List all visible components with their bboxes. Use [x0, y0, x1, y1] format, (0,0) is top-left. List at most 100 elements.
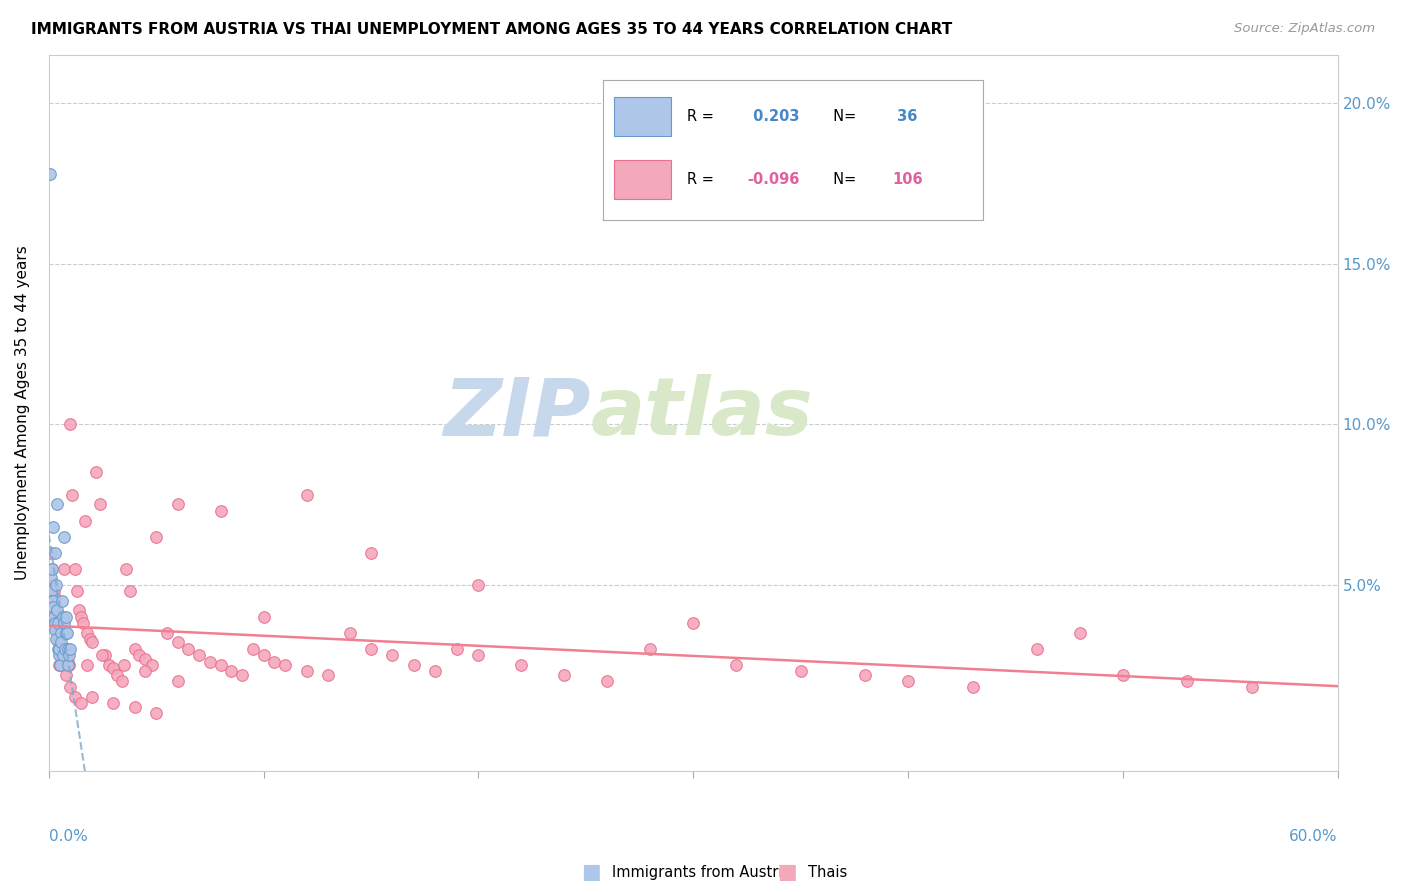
Point: [39, 584, 62, 599]
Point: [51, 635, 73, 649]
Point: [53, 641, 76, 656]
Point: [263, 655, 285, 669]
Point: [52, 610, 75, 624]
Point: [45, 632, 67, 647]
Point: [66, 584, 89, 599]
Point: [596, 673, 619, 688]
Point: [48, 641, 70, 656]
Point: [48, 616, 70, 631]
Text: IMMIGRANTS FROM AUSTRIA VS THAI UNEMPLOYMENT AMONG AGES 35 TO 44 YEARS CORRELATI: IMMIGRANTS FROM AUSTRIA VS THAI UNEMPLOY…: [31, 22, 952, 37]
Point: [52, 648, 75, 663]
Point: [51, 594, 73, 608]
Point: [252, 648, 274, 663]
Point: [274, 657, 297, 672]
Point: [209, 657, 232, 672]
Point: [56, 655, 79, 669]
Point: [45, 578, 67, 592]
Point: [166, 635, 188, 649]
Point: [640, 641, 662, 656]
Point: [1026, 641, 1049, 656]
Point: [51, 651, 73, 665]
Point: [252, 610, 274, 624]
Point: [156, 625, 179, 640]
Point: [402, 657, 425, 672]
Point: [141, 657, 163, 672]
Point: [41, 520, 63, 534]
Point: [53, 616, 76, 631]
Point: [76, 625, 98, 640]
Point: [48, 657, 70, 672]
Point: [209, 504, 232, 518]
Point: [41, 594, 63, 608]
Point: [725, 657, 748, 672]
Point: [59, 641, 82, 656]
Point: [56, 648, 79, 663]
Point: [79, 632, 101, 647]
Point: [853, 667, 876, 681]
Point: [45, 498, 67, 512]
Point: [120, 584, 142, 599]
Point: [52, 530, 75, 544]
Point: [41, 562, 63, 576]
Point: [52, 655, 75, 669]
Point: [51, 648, 73, 663]
Point: [72, 616, 94, 631]
Point: [58, 648, 80, 663]
Point: [52, 657, 75, 672]
Point: [48, 641, 70, 656]
Point: [103, 697, 125, 711]
Point: [897, 673, 920, 688]
Point: [1177, 673, 1199, 688]
Point: [59, 417, 82, 432]
Point: [49, 625, 72, 640]
Point: [221, 665, 243, 679]
Point: [198, 655, 221, 669]
Point: [789, 665, 811, 679]
Point: [360, 546, 382, 560]
Point: [134, 651, 156, 665]
Point: [56, 641, 79, 656]
Point: [46, 603, 69, 617]
Point: [42, 584, 65, 599]
Text: Thais: Thais: [808, 865, 848, 880]
Point: [93, 648, 115, 663]
Point: [316, 667, 339, 681]
Point: [46, 625, 69, 640]
Point: [52, 562, 75, 576]
Point: [42, 594, 65, 608]
Point: [124, 699, 146, 714]
Point: [467, 648, 489, 663]
Point: [242, 641, 264, 656]
Point: [70, 697, 93, 711]
Point: [145, 706, 167, 720]
Point: [128, 648, 150, 663]
Text: ■: ■: [581, 863, 600, 882]
Point: [446, 641, 468, 656]
Point: [962, 681, 984, 695]
Point: [1069, 625, 1091, 640]
Point: [1240, 681, 1263, 695]
Point: [339, 625, 361, 640]
Point: [70, 610, 93, 624]
Point: [48, 632, 70, 647]
Text: ■: ■: [778, 863, 797, 882]
Text: 60.0%: 60.0%: [1289, 829, 1337, 844]
Point: [44, 616, 66, 631]
Point: [45, 610, 67, 624]
Point: [45, 616, 67, 631]
Point: [39, 546, 62, 560]
Point: [67, 603, 90, 617]
Point: [1112, 667, 1135, 681]
Point: [89, 498, 111, 512]
Point: [46, 623, 69, 637]
Point: [510, 657, 533, 672]
Point: [55, 641, 77, 656]
Point: [42, 610, 65, 624]
Point: [55, 610, 77, 624]
Point: [84, 466, 107, 480]
Point: [63, 690, 86, 704]
Point: [55, 667, 77, 681]
Point: [48, 635, 70, 649]
Point: [59, 681, 82, 695]
Point: [44, 597, 66, 611]
